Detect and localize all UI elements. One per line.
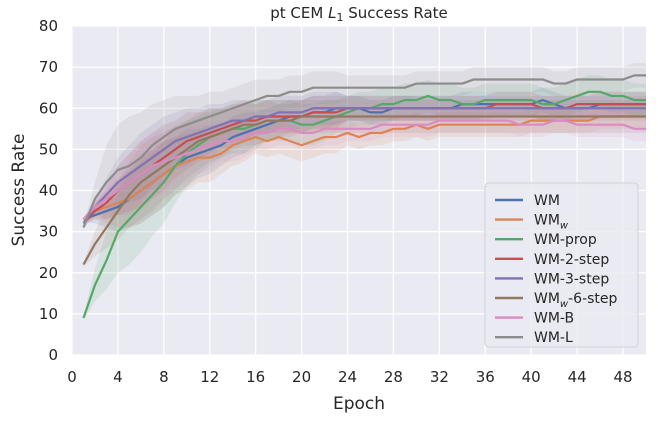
y-tick-label: 20 [39,264,58,282]
band-WM-2-step [83,91,647,226]
band-WM-3-step [83,91,647,226]
x-axis-label: Epoch [333,394,385,414]
x-tick-label: 8 [159,368,169,386]
band-WM-prop [83,75,647,321]
legend-label-WM-2-step: WM-2-step [534,252,609,268]
x-tick-label: 12 [200,368,219,386]
legend-label-WMw: WMw [534,213,569,232]
y-axis-label: Success Rate [9,134,29,247]
y-tick-label: 80 [39,17,58,35]
legend-label-WM-prop: WM-prop [534,232,597,248]
x-tick-label: 36 [476,368,495,386]
x-tick-label: 20 [292,368,311,386]
series-line-WM-L [82,74,646,228]
legend-label-WM-3-step: WM-3-step [534,271,609,287]
series-line-WM-B [82,119,646,221]
legend-box [484,182,639,348]
chart-title: pt CEM L1 Success Rate [270,4,448,24]
y-tick-label: 0 [48,346,58,364]
x-tick-label: 16 [246,368,265,386]
legend-label-WM-B: WM-B [534,311,574,327]
band-WM-B [83,108,647,222]
series-line-WM-3-step [82,107,646,225]
y-tick-label: 50 [39,140,58,158]
y-tick-label: 40 [39,182,58,200]
legend-label-WM: WM [534,193,560,209]
y-tick-label: 10 [39,305,58,323]
x-tick-label: 4 [113,368,123,386]
x-tick-labels: 0 4 8 12 16 20 24 28 32 36 40 44 48 [67,368,632,386]
x-tick-label: 32 [430,368,449,386]
y-tick-labels: 0 10 20 30 40 50 60 70 80 [39,17,58,364]
x-tick-label: 28 [384,368,403,386]
y-tick-label: 60 [39,99,58,117]
y-tick-label: 30 [39,223,58,241]
x-tick-label: 44 [568,368,587,386]
y-tick-label: 70 [39,58,58,76]
x-tick-label: 48 [613,368,632,386]
x-tick-label: 40 [522,368,541,386]
x-tick-label: 24 [338,368,357,386]
legend-label-WM-L: WM-L [534,330,573,346]
legend-label-WMw-6-step: WMw-6-step [534,291,618,310]
band-WMw [83,104,647,228]
band-WM-L [83,63,647,230]
series-lines [82,74,646,319]
x-tick-label: 0 [67,368,77,386]
